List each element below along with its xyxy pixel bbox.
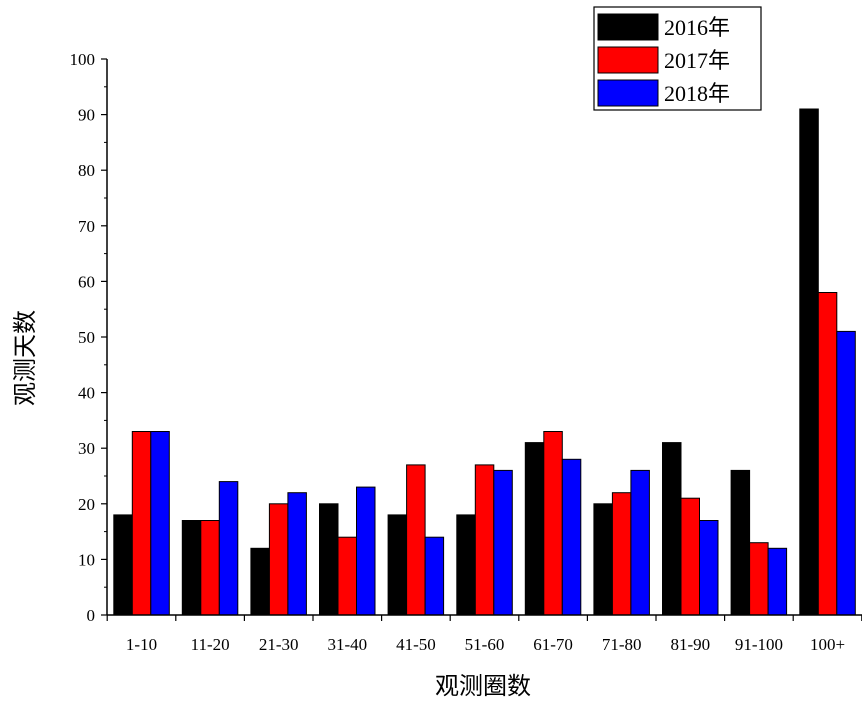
bar-2016年-51-60 (456, 514, 476, 616)
bar-2018年-1-10 (150, 431, 170, 616)
bar-2018年-91-100 (767, 547, 788, 616)
bar-2017年-51-60 (474, 464, 495, 616)
y-tick-label: 50 (78, 328, 95, 347)
x-tick-label: 61-70 (533, 635, 573, 654)
x-tick-label: 51-60 (465, 635, 505, 654)
legend: 2016年 2017年 2018年 (593, 6, 762, 111)
y-tick-label: 60 (78, 272, 95, 291)
bar-2017年-41-50 (406, 464, 426, 616)
bar-2016年-21-30 (250, 547, 270, 616)
bar-2018年-71-80 (630, 469, 650, 616)
y-tick-label: 10 (78, 550, 95, 569)
y-tick-label: 30 (78, 439, 95, 458)
bar-2017年-61-70 (543, 431, 563, 616)
bars-layer (113, 108, 856, 616)
x-tick-label: 31-40 (327, 635, 367, 654)
x-tick-label: 1-10 (126, 635, 157, 654)
bar-2017年-11-20 (200, 520, 220, 616)
bar-2018年-11-20 (218, 481, 239, 616)
y-tick-label: 0 (87, 606, 96, 625)
bar-2017年-1-10 (131, 431, 152, 616)
bar-2018年-51-60 (493, 469, 513, 616)
bar-2018年-61-70 (561, 458, 582, 616)
legend-label: 2017年 (664, 48, 730, 73)
legend-swatch (597, 46, 659, 74)
bar-2017年-91-100 (749, 542, 769, 616)
bar-2016年-91-100 (730, 469, 751, 616)
bar-2018年-100+ (836, 330, 856, 616)
bar-2018年-41-50 (424, 536, 445, 616)
bar-2016年-81-90 (662, 442, 682, 616)
bar-2017年-31-40 (337, 536, 357, 616)
bar-2016年-61-70 (524, 442, 545, 616)
bar-2016年-31-40 (319, 503, 339, 616)
x-tick-label: 11-20 (191, 635, 230, 654)
legend-swatch (597, 13, 659, 41)
y-tick-label: 40 (78, 384, 95, 403)
y-axis-title: 观测天数 (11, 310, 39, 406)
y-tick-label: 80 (78, 161, 95, 180)
bar-2017年-100+ (817, 292, 838, 616)
legend-label: 2018年 (664, 81, 730, 106)
legend-label: 2016年 (664, 15, 730, 40)
bar-2018年-81-90 (699, 520, 719, 616)
x-axis-title: 观测圈数 (435, 672, 531, 700)
y-tick-label: 20 (78, 495, 95, 514)
bar-2016年-100+ (799, 108, 819, 616)
x-tick-label: 21-30 (259, 635, 299, 654)
bar-2016年-71-80 (593, 503, 613, 616)
x-tick-label: 81-90 (670, 635, 710, 654)
x-tick-label: 100+ (810, 635, 845, 654)
bar-2018年-31-40 (356, 486, 376, 616)
bar-2016年-11-20 (181, 520, 202, 616)
bar-2017年-81-90 (680, 497, 700, 616)
legend-swatch (597, 79, 659, 107)
bar-2017年-21-30 (268, 503, 289, 616)
bar-2018年-21-30 (287, 492, 307, 616)
y-tick-label: 90 (78, 106, 95, 125)
y-tick-label: 70 (78, 217, 95, 236)
bar-2017年-71-80 (611, 492, 632, 616)
axes-layer: 0 10 20 30 40 50 60 70 80 90 100 1-10 11-20 21-30 31-4… (70, 50, 862, 654)
bar-2016年-1-10 (113, 514, 133, 616)
x-tick-label: 41-50 (396, 635, 436, 654)
x-tick-label: 71-80 (602, 635, 642, 654)
y-tick-label: 100 (70, 50, 96, 69)
bar-2016年-41-50 (387, 514, 408, 616)
x-tick-label: 91-100 (735, 635, 783, 654)
